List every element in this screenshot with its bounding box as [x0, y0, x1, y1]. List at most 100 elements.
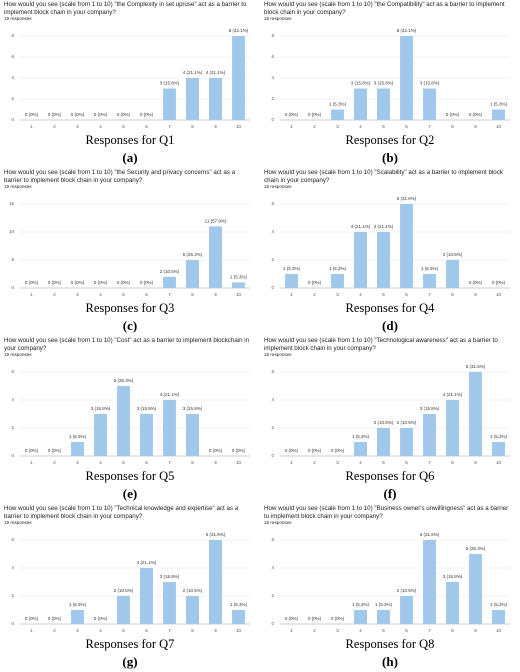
caption: Responses for Q2: [346, 133, 435, 147]
question-box: How would you see (scale from 1 to 10) "…: [4, 505, 238, 525]
y-tick-label: 10: [9, 229, 15, 234]
x-tick-label: 4: [359, 460, 362, 465]
response-count: 19 responses: [4, 520, 32, 525]
x-tick-label: 2: [313, 460, 316, 465]
bar: [377, 232, 390, 288]
response-count: 19 responses: [4, 352, 32, 357]
value-label: 4 (21.1%): [183, 70, 203, 75]
response-count: 19 responses: [264, 16, 292, 21]
value-label: 3 (15.8%): [137, 406, 157, 411]
value-label: 3 (15.8%): [183, 406, 203, 411]
caption: Responses for Q1: [86, 133, 175, 147]
bar: [423, 274, 436, 288]
question-title: How would you see (scale from 1 to 10) "…: [4, 337, 250, 352]
x-tick-label: 3: [336, 292, 339, 297]
bar: [492, 109, 505, 120]
x-tick-label: 5: [122, 628, 125, 633]
y-tick-label: 8: [11, 33, 14, 38]
bar: [400, 428, 413, 456]
y-tick-label: 4: [11, 565, 14, 570]
x-tick-label: 7: [168, 628, 171, 633]
x-tick-label: 10: [496, 124, 502, 129]
value-label: 1 (5.3%): [352, 602, 370, 607]
value-label: 5 (26.3%): [466, 546, 486, 551]
y-tick-label: 6: [271, 54, 274, 59]
y-tick-label: 6: [11, 537, 14, 542]
caption: Responses for Q3: [86, 301, 175, 315]
value-label: 0 (0%): [209, 448, 223, 453]
value-label: 1 (5.3%): [69, 434, 87, 439]
value-label: 0 (0%): [469, 280, 483, 285]
caption: Responses for Q4: [346, 301, 436, 315]
value-label: 3 (15.8%): [351, 81, 371, 86]
x-tick-label: 5: [122, 460, 125, 465]
question-title: How would you see (scale from 1 to 10) "…: [264, 169, 503, 184]
value-label: 1 (5.3%): [283, 266, 301, 271]
value-label: 1 (5.3%): [490, 102, 508, 107]
x-tick-label: 9: [474, 460, 477, 465]
bar: [71, 442, 84, 456]
panel-label: (g): [122, 654, 137, 669]
value-label: 1 (5.3%): [329, 102, 347, 107]
value-label: 2 (10.5%): [397, 588, 417, 593]
value-label: 1 (5.3%): [69, 602, 87, 607]
bar: [423, 414, 436, 456]
bar: [469, 372, 482, 456]
question-title: How would you see (scale from 1 to 10) "…: [4, 169, 236, 184]
response-count: 19 responses: [4, 16, 32, 21]
bar: [492, 442, 505, 456]
bar: [400, 36, 413, 120]
x-tick-label: 4: [99, 628, 102, 633]
bar: [377, 88, 390, 120]
bar: [163, 582, 176, 624]
value-label: 0 (0%): [25, 448, 39, 453]
value-label: 8 (42.1%): [229, 28, 249, 33]
value-label: 3 (15.8%): [160, 574, 180, 579]
bar: [400, 596, 413, 624]
value-label: 0 (0%): [25, 112, 39, 117]
x-tick-label: 10: [496, 628, 502, 633]
value-label: 6 (31.6%): [420, 532, 440, 537]
y-tick-label: 2: [271, 593, 274, 598]
value-label: 1 (5.3%): [490, 434, 508, 439]
x-tick-label: 4: [359, 124, 362, 129]
value-label: 0 (0%): [117, 112, 131, 117]
x-tick-label: 8: [451, 628, 454, 633]
value-label: 0 (0%): [308, 448, 322, 453]
x-tick-label: 2: [53, 292, 56, 297]
value-label: 0 (0%): [285, 616, 299, 621]
bar: [377, 610, 390, 624]
x-tick-label: 7: [428, 292, 431, 297]
response-count: 19 responses: [4, 184, 32, 189]
y-tick-label: 6: [271, 201, 274, 206]
value-label: 5 (26.3%): [183, 252, 203, 257]
value-label: 2 (10.5%): [183, 588, 203, 593]
value-label: 0 (0%): [308, 616, 322, 621]
y-tick-label: 6: [11, 54, 14, 59]
question-box: How would you see (scale from 1 to 10) "…: [4, 337, 250, 357]
x-tick-label: 7: [428, 124, 431, 129]
response-count: 19 responses: [264, 352, 292, 357]
x-tick-label: 7: [168, 124, 171, 129]
value-label: 2 (10.5%): [114, 588, 134, 593]
panel-label: (c): [123, 318, 137, 333]
caption: Responses for Q7: [86, 637, 175, 651]
caption: Responses for Q5: [86, 469, 175, 483]
bar: [163, 88, 176, 120]
value-label: 3 (15.8%): [374, 81, 394, 86]
panel-label: (b): [382, 150, 398, 165]
bar: [94, 414, 107, 456]
y-tick-label: 0: [11, 453, 14, 458]
caption: Responses for Q8: [346, 637, 435, 651]
x-tick-label: 4: [99, 124, 102, 129]
bar: [163, 276, 176, 288]
bar: [209, 226, 222, 288]
value-label: 0 (0%): [308, 112, 322, 117]
x-tick-label: 5: [382, 460, 385, 465]
value-label: 0 (0%): [48, 616, 62, 621]
bar: [354, 610, 367, 624]
x-tick-label: 10: [236, 460, 242, 465]
x-tick-label: 4: [99, 460, 102, 465]
